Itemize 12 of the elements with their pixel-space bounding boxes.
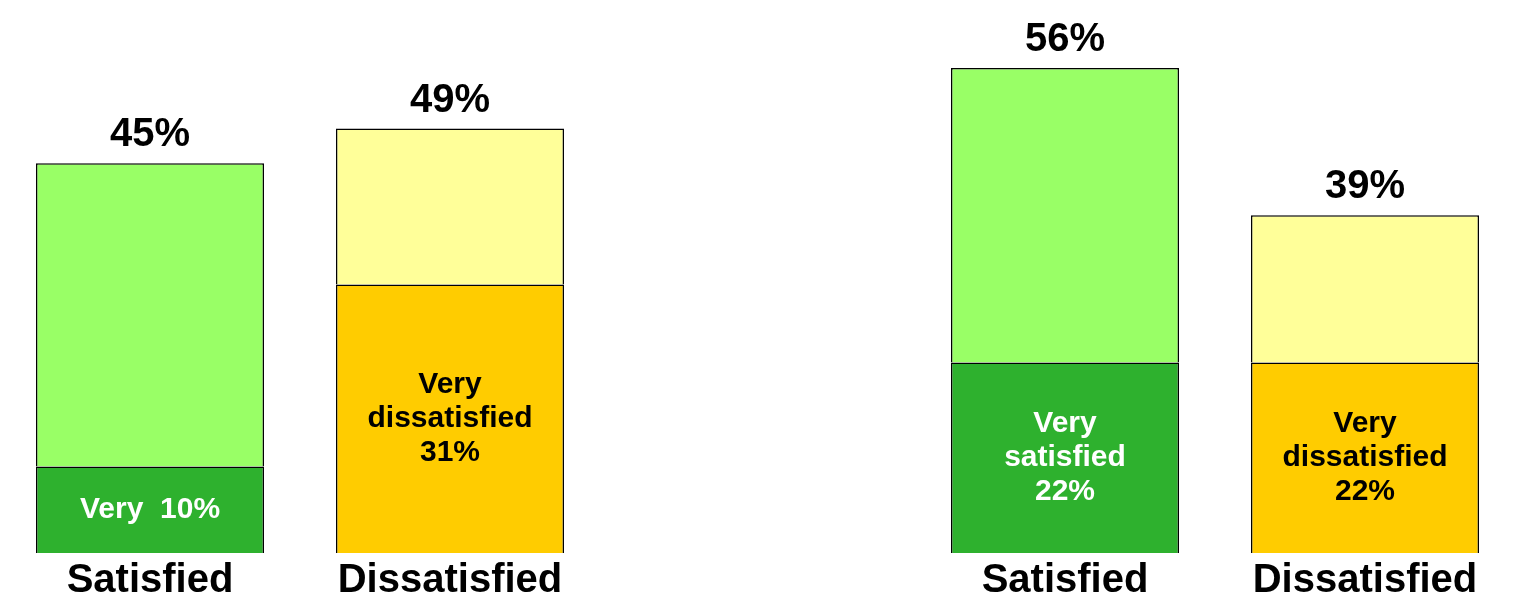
x-tick-label: Dissatisfied	[337, 556, 563, 601]
x-tick-label: Satisfied	[981, 556, 1149, 601]
data-label: Very dissatisfied 31%	[367, 366, 533, 467]
total-label: 49%	[409, 75, 491, 120]
data-label: Very dissatisfied 22%	[1282, 404, 1448, 506]
total-label: 39%	[1324, 162, 1406, 207]
x-tick-label: Satisfied	[66, 556, 234, 601]
total-label: 45%	[109, 110, 191, 155]
x-tick-label: Dissatisfied	[1252, 556, 1478, 601]
total-label: 56%	[1024, 14, 1106, 59]
data-label: Very 10%	[79, 490, 221, 524]
data-label: Very satisfied 22%	[1004, 404, 1126, 506]
